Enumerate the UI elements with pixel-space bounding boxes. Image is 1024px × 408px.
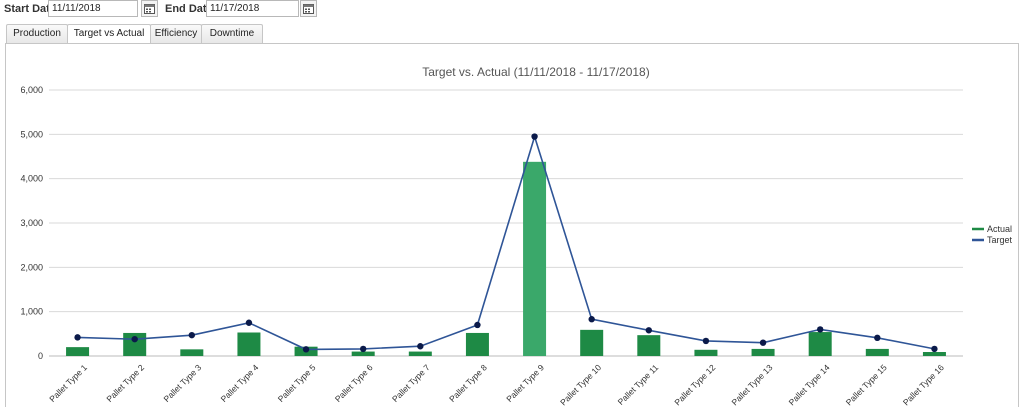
target-point [245,319,253,326]
target-point [74,334,81,341]
target-point [359,345,367,353]
y-tick-label: 6,000 [20,85,43,95]
x-tick-label: Pallet Type 4 [219,362,261,404]
bar-actual [408,351,432,356]
tab-downtime[interactable]: Downtime [201,24,263,43]
y-tick-label: 4,000 [20,174,43,184]
start-date-calendar-icon[interactable] [141,0,158,17]
target-line [77,133,935,351]
tab-production[interactable]: Production [6,24,68,43]
target-point [474,321,481,329]
y-tick-label: 5,000 [20,129,43,139]
target-point [417,343,424,350]
chart-panel: Target vs. Actual (11/11/2018 - 11/17/20… [5,43,1019,407]
x-tick-label: Pallet Type 1 [47,362,89,404]
x-tick-label: Pallet Type 14 [787,362,832,407]
target-point [531,133,538,140]
end-date-label: End Date: [165,3,217,15]
target-point [188,331,196,339]
bar-actual [351,351,375,356]
bar-actual [465,332,489,356]
x-tick-label: Pallet Type 7 [390,362,432,404]
tab-efficiency[interactable]: Efficiency [150,24,202,43]
x-tick-label: Pallet Type 11 [616,362,661,407]
bar-actual [694,349,718,356]
bar-actual [237,332,261,356]
x-tick-label: Pallet Type 9 [504,362,546,404]
bar-actual [523,161,547,356]
legend-label-actual: Actual [987,224,1012,234]
x-tick-label: Pallet Type 5 [276,362,318,404]
legend-label-target: Target [987,235,1013,245]
tab-target-vs-actual[interactable]: Target vs Actual [67,24,151,45]
x-tick-label: Pallet Type 15 [844,362,889,407]
y-tick-label: 0 [38,351,43,361]
x-tick-label: Pallet Type 3 [162,362,204,404]
target-point [759,339,767,346]
target-point [131,335,138,343]
bar-actual [751,348,775,356]
end-date-calendar-icon[interactable] [300,0,317,17]
x-tick-label: Pallet Type 16 [901,362,946,407]
bar-actual [865,348,889,356]
bar-actual [922,352,946,356]
target-point [702,337,710,345]
target-point [931,345,938,353]
bar-actual [66,347,90,356]
bar-actual [180,349,204,356]
target-point [816,326,824,333]
start-date-label: Start Date: [4,3,60,15]
y-tick-label: 2,000 [20,262,43,272]
bar-actual [808,332,832,356]
date-filter-bar: Start Date: 11/11/2018 End Date: 11/17/2… [0,0,1024,20]
target-point [302,346,310,353]
x-tick-label: Pallet Type 2 [104,362,146,404]
bar-actual [580,329,604,356]
y-tick-label: 1,000 [20,307,43,317]
bar-actual [637,335,661,356]
target-point [588,316,595,323]
x-tick-label: Pallet Type 12 [672,362,717,407]
x-tick-label: Pallet Type 13 [729,362,774,407]
target-point [645,327,653,334]
end-date-input[interactable]: 11/17/2018 [206,0,299,17]
target-vs-actual-chart: Target vs. Actual (11/11/2018 - 11/17/20… [20,65,1013,407]
x-tick-label: Pallet Type 6 [333,362,375,404]
x-tick-label: Pallet Type 8 [447,362,489,404]
y-tick-label: 3,000 [20,218,43,228]
chart-title: Target vs. Actual (11/11/2018 - 11/17/20… [422,65,649,79]
target-point [874,334,881,342]
start-date-input[interactable]: 11/11/2018 [48,0,138,17]
x-tick-label: Pallet Type 10 [558,362,603,407]
